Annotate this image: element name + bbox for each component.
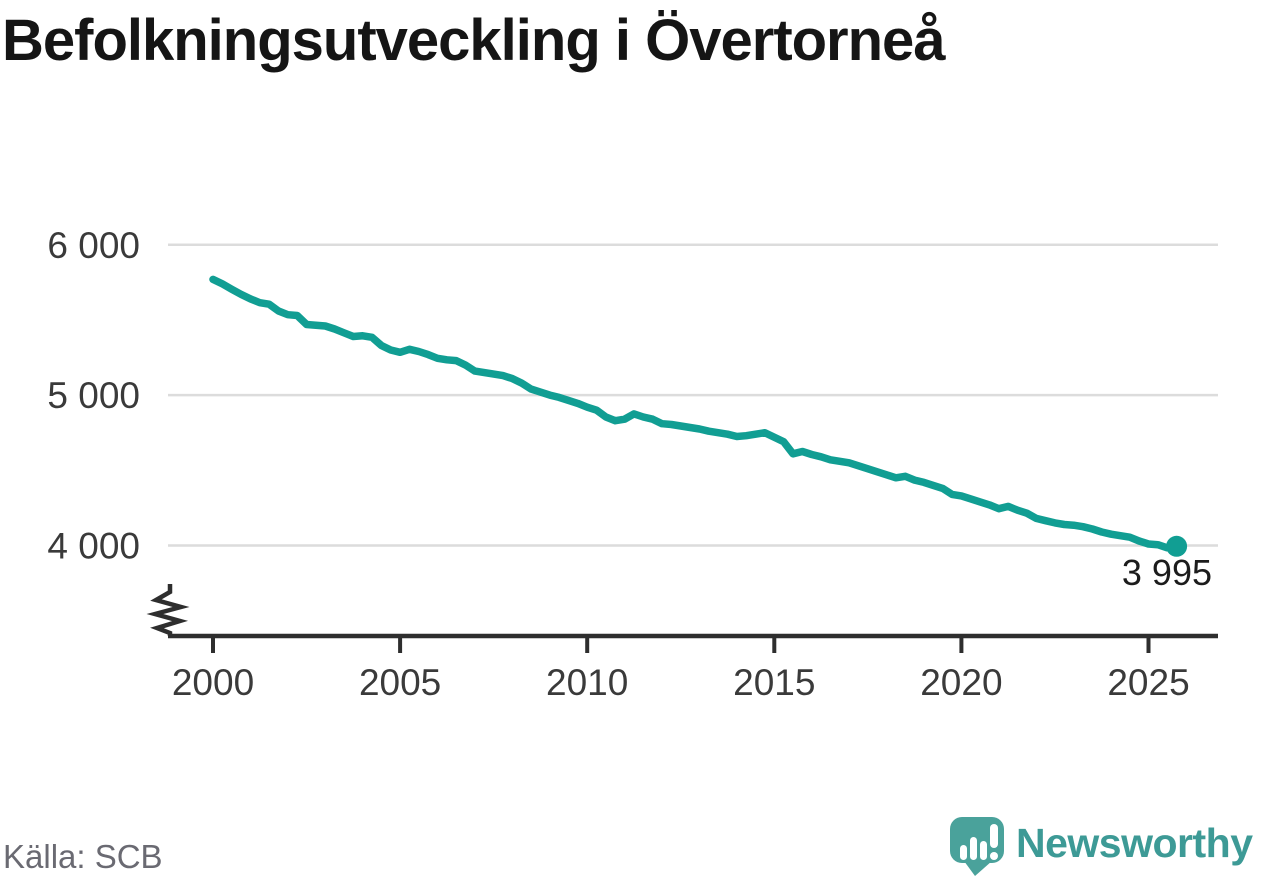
bar-chart-bar-tall: [970, 837, 977, 860]
brand-name: Newsworthy: [1016, 820, 1253, 866]
source-label: Källa: SCB: [3, 838, 163, 875]
x-tick-label: 2010: [546, 662, 628, 703]
axis-tick-layer: 4 000 5 000 6 000 2000 2005 2010 2015 2020 2025: [47, 225, 1189, 703]
newsworthy-logo: Newsworthy: [946, 810, 1262, 879]
y-tick-label: 4 000: [47, 526, 140, 567]
end-point-marker: [1166, 535, 1188, 557]
x-tick-label: 2000: [172, 662, 254, 703]
x-tick-label: 2015: [733, 662, 815, 703]
bar-chart-bar-small: [960, 845, 967, 860]
end-value-label: 3 995: [1122, 552, 1212, 593]
x-tick-label: 2005: [359, 662, 441, 703]
y-tick-label: 6 000: [47, 225, 140, 266]
bar-chart-bar-medium: [980, 841, 987, 860]
population-line: [209, 275, 1181, 552]
exclamation-dot: [990, 852, 998, 860]
axis-break-icon: [146, 584, 190, 636]
gridline-layer: [168, 243, 1218, 547]
newsworthy-speech-bubble-chart-icon: [950, 817, 1004, 876]
y-tick-label: 5 000: [47, 375, 140, 416]
page-title: Befolkningsutveckling i Övertorneå: [2, 8, 946, 73]
exclamation-stem: [990, 824, 998, 848]
x-tick-label: 2020: [920, 662, 1002, 703]
x-tick-label: 2025: [1107, 662, 1189, 703]
